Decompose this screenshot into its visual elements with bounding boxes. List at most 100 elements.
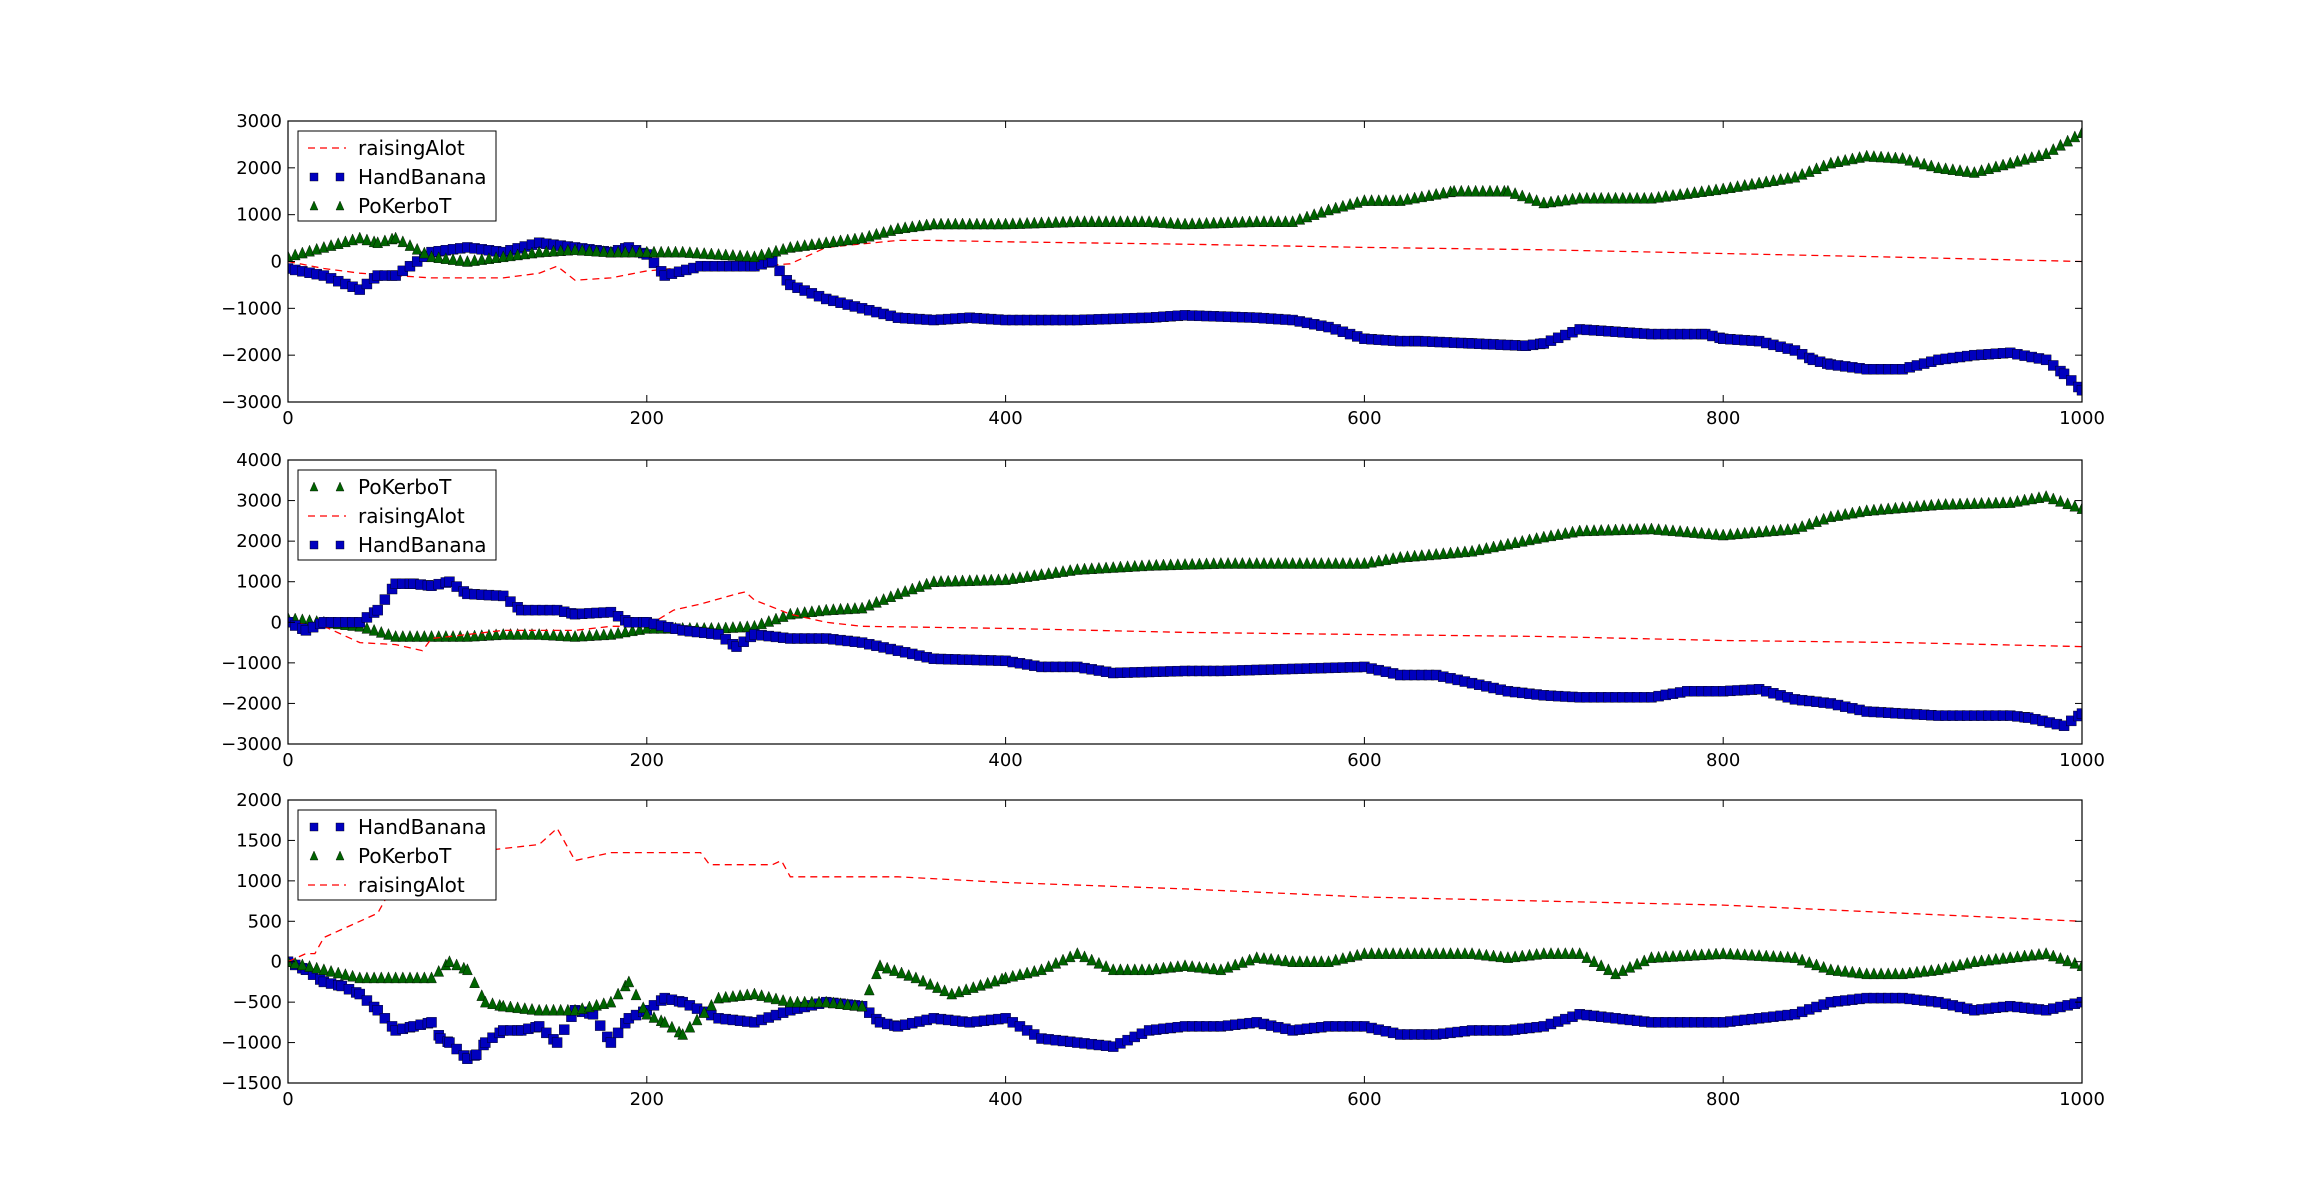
point-PoKerboT xyxy=(964,217,976,230)
point-PoKerboT xyxy=(1337,556,1349,569)
point-PoKerboT xyxy=(1079,950,1090,963)
point-PoKerboT xyxy=(1115,963,1126,975)
point-PoKerboT xyxy=(1000,573,1011,585)
point-PoKerboT xyxy=(612,245,624,258)
point-PoKerboT xyxy=(1660,950,1672,963)
point-HandBanana xyxy=(551,1037,563,1048)
point-PoKerboT xyxy=(1832,155,1844,167)
point-PoKerboT xyxy=(1402,947,1413,959)
legend-entry-PoKerboT: PoKerboT xyxy=(309,194,452,218)
plot-area xyxy=(288,490,2082,731)
point-PoKerboT xyxy=(1545,529,1557,542)
point-PoKerboT xyxy=(2004,951,2016,963)
point-PoKerboT xyxy=(806,238,818,250)
point-HandBanana xyxy=(612,1027,624,1039)
point-PoKerboT xyxy=(713,991,724,1004)
point-PoKerboT xyxy=(1560,947,1571,959)
x-tick-label: 800 xyxy=(1706,750,1740,771)
point-HandBanana xyxy=(379,594,391,605)
point-PoKerboT xyxy=(1703,527,1715,540)
point-PoKerboT xyxy=(1057,565,1069,577)
point-PoKerboT xyxy=(1861,504,1873,516)
point-PoKerboT xyxy=(942,574,954,587)
point-PoKerboT xyxy=(698,247,710,259)
point-PoKerboT xyxy=(497,627,509,640)
point-PoKerboT xyxy=(849,232,861,245)
point-PoKerboT xyxy=(584,629,595,641)
point-PoKerboT xyxy=(1588,524,1600,536)
point-PoKerboT xyxy=(512,1001,523,1014)
point-PoKerboT xyxy=(1875,967,1887,980)
point-PoKerboT xyxy=(1890,967,1901,980)
point-PoKerboT xyxy=(390,971,401,984)
point-PoKerboT xyxy=(749,987,760,1000)
point-PoKerboT xyxy=(1359,194,1370,206)
point-PoKerboT xyxy=(476,629,488,641)
point-PoKerboT xyxy=(985,573,997,586)
legend-box xyxy=(297,130,497,222)
point-PoKerboT xyxy=(1717,947,1729,959)
point-PoKerboT xyxy=(1574,524,1585,537)
point-PoKerboT xyxy=(1595,959,1607,971)
point-PoKerboT xyxy=(770,992,782,1005)
point-PoKerboT xyxy=(806,995,818,1008)
point-PoKerboT xyxy=(1976,496,1987,509)
point-PoKerboT xyxy=(2069,499,2081,512)
y-tick-label: 1000 xyxy=(236,871,282,892)
point-PoKerboT xyxy=(2062,497,2073,510)
point-PoKerboT xyxy=(1416,190,1428,203)
point-PoKerboT xyxy=(648,245,660,258)
point-PoKerboT xyxy=(1287,556,1298,569)
point-PoKerboT xyxy=(910,971,922,984)
axes-frame xyxy=(287,799,2083,1084)
x-tick-label: 600 xyxy=(1347,750,1381,771)
point-PoKerboT xyxy=(874,959,886,971)
point-PoKerboT xyxy=(1875,503,1887,515)
point-PoKerboT xyxy=(921,218,932,231)
legend-label: raisingAlot xyxy=(358,504,465,528)
point-PoKerboT xyxy=(426,250,437,263)
point-PoKerboT xyxy=(2076,959,2082,971)
point-PoKerboT xyxy=(1359,947,1370,959)
point-PoKerboT xyxy=(792,240,803,252)
point-PoKerboT xyxy=(1969,497,1980,509)
point-PoKerboT xyxy=(935,575,947,587)
point-PoKerboT xyxy=(741,988,753,1001)
point-PoKerboT xyxy=(1423,189,1435,201)
point-PoKerboT xyxy=(950,574,961,587)
point-PoKerboT xyxy=(1560,526,1571,539)
point-PoKerboT xyxy=(1509,950,1521,963)
point-PoKerboT xyxy=(375,625,387,638)
point-PoKerboT xyxy=(1753,949,1765,961)
point-PoKerboT xyxy=(1287,955,1298,967)
point-PoKerboT xyxy=(541,1003,552,1016)
point-PoKerboT xyxy=(505,1000,516,1013)
point-PoKerboT xyxy=(1918,964,1930,977)
point-PoKerboT xyxy=(806,605,818,617)
point-PoKerboT xyxy=(1491,184,1503,197)
point-PoKerboT xyxy=(1581,951,1593,963)
point-PoKerboT xyxy=(1875,150,1887,163)
point-HandBanana xyxy=(2076,708,2082,719)
point-PoKerboT xyxy=(1100,215,1112,227)
point-PoKerboT xyxy=(1079,215,1090,227)
point-PoKerboT xyxy=(777,994,789,1006)
legend-entry-HandBanana: HandBanana xyxy=(309,165,487,189)
point-HandBanana xyxy=(498,590,509,602)
point-PoKerboT xyxy=(1696,526,1707,539)
point-PoKerboT xyxy=(404,239,416,251)
point-PoKerboT xyxy=(1143,963,1155,975)
point-PoKerboT xyxy=(419,246,430,259)
legend-box xyxy=(297,469,497,561)
point-PoKerboT xyxy=(849,602,861,614)
point-PoKerboT xyxy=(1028,569,1040,581)
point-PoKerboT xyxy=(598,628,610,641)
point-PoKerboT xyxy=(1789,951,1801,963)
point-PoKerboT xyxy=(1036,216,1047,229)
point-PoKerboT xyxy=(1703,184,1715,196)
series-HandBanana xyxy=(288,576,2082,731)
point-PoKerboT xyxy=(1093,561,1105,574)
y-tick-label: 2000 xyxy=(236,158,282,179)
point-PoKerboT xyxy=(1997,951,2009,964)
point-PoKerboT xyxy=(1545,947,1557,959)
